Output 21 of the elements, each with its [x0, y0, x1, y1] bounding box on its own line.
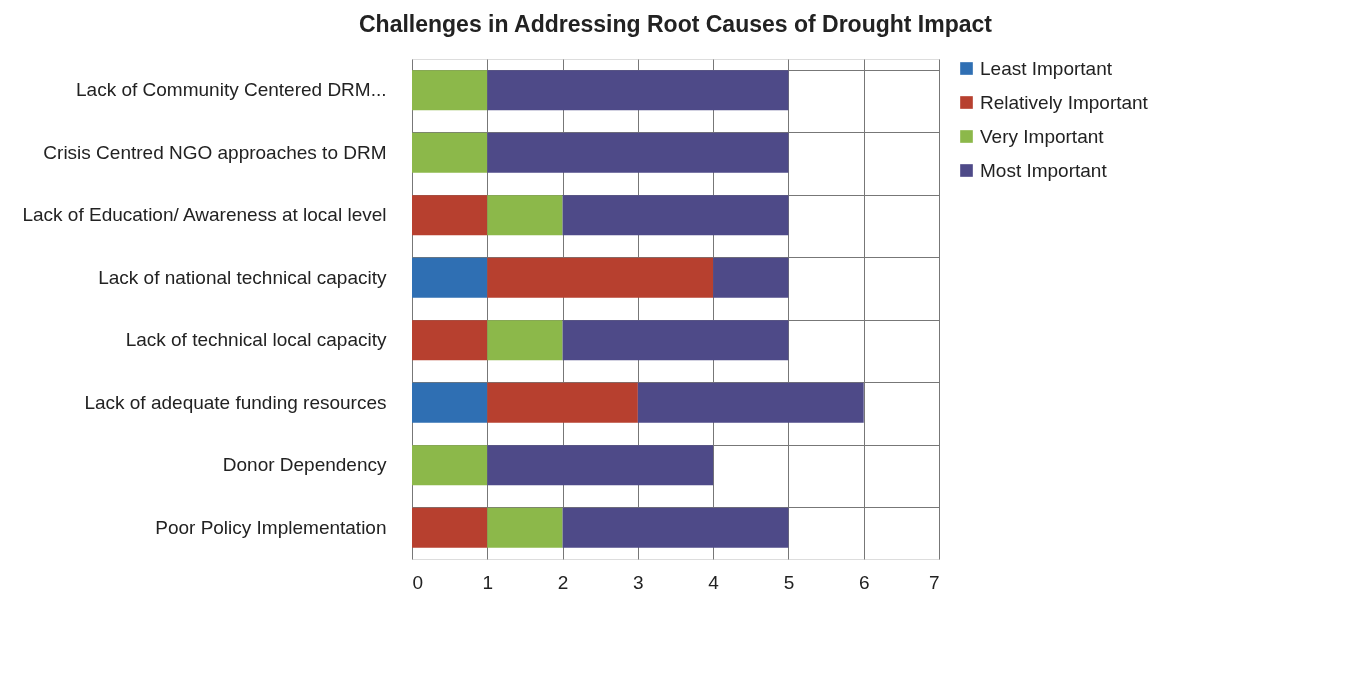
chart-title: Challenges in Addressing Root Causes of Drought Impact	[359, 11, 993, 37]
y-tick-label: Lack of Education/ Awareness at local level	[22, 204, 387, 226]
x-tick-label: 0	[412, 571, 424, 593]
x-tick-label: 7	[928, 571, 940, 593]
y-tick-label: Crisis Centred NGO approaches to DRM	[43, 141, 387, 163]
y-tick-label: Poor Policy Implementation	[155, 516, 387, 538]
legend-label: Very Important	[980, 125, 1105, 147]
x-tick-label: 4	[708, 571, 720, 593]
x-tick-label: 5	[783, 571, 795, 593]
y-tick-label: Lack of adequate funding resources	[84, 391, 387, 413]
y-tick-label: Lack of Community Centered DRM...	[76, 79, 387, 101]
y-tick-label: Donor Dependency	[222, 454, 387, 476]
x-tick-label: 2	[557, 571, 569, 593]
legend-label: Least Important	[980, 57, 1113, 79]
y-tick-label: Lack of technical local capacity	[125, 329, 387, 351]
x-tick-label: 1	[482, 571, 494, 593]
x-tick-label: 6	[858, 571, 870, 593]
legend-label: Most Important	[980, 159, 1108, 181]
legend-label: Relatively Important	[980, 91, 1149, 113]
x-tick-label: 3	[633, 571, 644, 593]
y-tick-label: Lack of national technical capacity	[98, 266, 387, 288]
